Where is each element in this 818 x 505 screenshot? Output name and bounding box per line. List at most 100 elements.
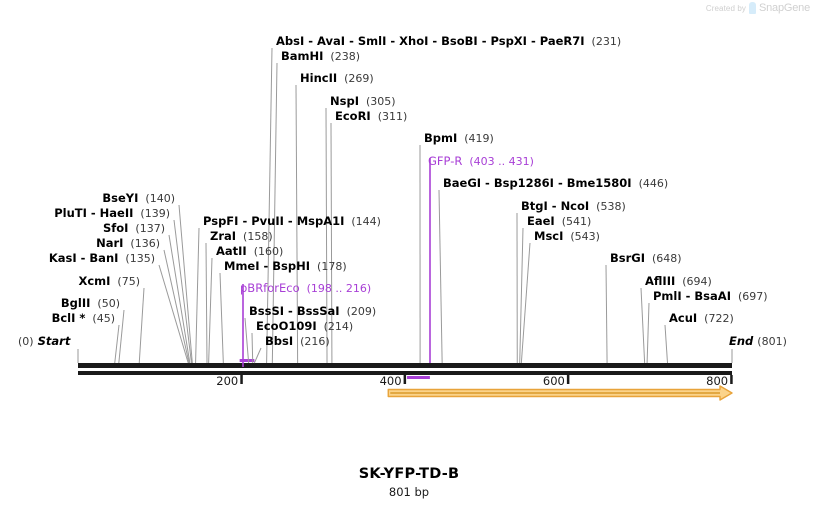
enzyme-name: PluTI <box>54 206 87 220</box>
enzyme-name-separator: - <box>238 214 252 228</box>
enzyme-leader-line <box>646 302 650 364</box>
enzyme-leader-line <box>205 242 208 364</box>
enzyme-leader-line <box>173 219 192 364</box>
enzyme-label: BtgI - NcoI (538) <box>521 200 626 213</box>
ruler-tick <box>566 375 570 384</box>
enzyme-position: (178) <box>310 260 347 273</box>
enzyme-leader-line <box>251 332 254 364</box>
enzyme-label: BamHI (238) <box>281 50 360 63</box>
gfpr-primer-mark <box>407 376 430 379</box>
enzyme-name: BamHI <box>281 49 324 63</box>
start-position: (0) <box>18 335 34 348</box>
enzyme-label: MmeI - BspHI (178) <box>224 260 347 273</box>
end-position: (801) <box>757 335 787 348</box>
sequence-bar-top <box>78 363 732 368</box>
enzyme-position: (238) <box>323 50 360 63</box>
enzyme-label: MscI (543) <box>534 230 600 243</box>
enzyme-position: (209) <box>339 305 377 318</box>
enzyme-name-separator: - <box>284 304 297 318</box>
enzyme-name: HincII <box>300 71 338 85</box>
enzyme-label: BpmI (419) <box>424 132 494 145</box>
enzyme-name-separator: - <box>345 34 358 48</box>
enzyme-name-separator: - <box>547 199 561 213</box>
enzyme-label: AcuI (722) <box>669 312 734 325</box>
enzyme-name-separator: - <box>553 176 567 190</box>
enzyme-label: BsrGI (648) <box>610 252 682 265</box>
enzyme-name: EcoO109I <box>256 319 317 333</box>
enzyme-label: BseYI (140) <box>102 192 175 205</box>
page-title: SK-YFP-TD-B <box>358 466 460 482</box>
enzyme-name: PvuII <box>251 214 284 228</box>
enzyme-name: PmlI <box>653 289 682 303</box>
enzyme-name: EcoRI <box>335 109 371 123</box>
enzyme-position: (140) <box>138 192 175 205</box>
sequence-bar-bottom <box>78 371 732 375</box>
enzyme-label: PluTI - HaeII (139) <box>54 207 170 220</box>
ruler-tick-label: 600 <box>542 374 565 388</box>
snapgene-watermark: Created by SnapGene <box>706 2 810 14</box>
enzyme-position: (697) <box>730 290 768 303</box>
enzyme-position: (214) <box>316 320 354 333</box>
enzyme-leader-line <box>664 324 668 364</box>
sequence-title-block: SK-YFP-TD-B 801 bp <box>0 466 818 499</box>
enzyme-label: SfoI (137) <box>103 222 165 235</box>
enzyme-position: (538) <box>589 200 626 213</box>
enzyme-name: BspHI <box>272 259 311 273</box>
enzyme-name: AcuI <box>669 311 698 325</box>
enzyme-position: (137) <box>128 222 165 235</box>
enzyme-name: NcoI <box>560 199 590 213</box>
enzyme-leader-line <box>330 122 333 364</box>
enzyme-label: HincII (269) <box>300 72 374 85</box>
enzyme-name: NarI <box>96 236 124 250</box>
start-label: (0) Start <box>18 335 70 348</box>
enzyme-name: AatII <box>216 244 247 258</box>
enzyme-name: MspA1I <box>296 214 345 228</box>
enzyme-name: BpmI <box>424 131 458 145</box>
enzyme-name-separator: - <box>283 214 297 228</box>
enzyme-name: ZraI <box>210 229 237 243</box>
enzyme-position: (160) <box>246 245 284 258</box>
end-label: End (801) <box>729 335 787 348</box>
feature-range: (403 .. 431) <box>462 155 534 168</box>
feature-label: GFP-R (403 .. 431) <box>428 155 534 168</box>
enzyme-leader-line <box>208 257 213 364</box>
enzyme-position: (722) <box>697 312 734 325</box>
enzyme-name: AflIII <box>645 274 676 288</box>
enzyme-label: BaeGI - Bsp1286I - Bme1580I (446) <box>443 177 668 190</box>
enzyme-position: (311) <box>370 110 408 123</box>
ruler-tick-label: 800 <box>706 374 729 388</box>
cds-feature-arrow <box>387 385 733 401</box>
enzyme-name: AbsI <box>276 34 305 48</box>
enzyme-leader-line <box>178 204 193 364</box>
feature-label: pBRforEco (198 .. 216) <box>240 282 371 295</box>
end-text: End <box>729 334 754 348</box>
enzyme-label: NspI (305) <box>330 95 396 108</box>
watermark-brand: SnapGene <box>759 2 810 14</box>
enzyme-position: (305) <box>358 95 396 108</box>
enzyme-position: (543) <box>563 230 600 243</box>
ruler-tick <box>403 375 407 384</box>
enzyme-name: EaeI <box>527 214 555 228</box>
enzyme-label: AbsI - AvaI - SmlI - XhoI - BsoBI - PspX… <box>276 35 621 48</box>
enzyme-label: AatII (160) <box>216 245 283 258</box>
enzyme-label: EcoO109I (214) <box>256 320 353 333</box>
enzyme-label: KasI - BanI (135) <box>49 252 155 265</box>
enzyme-position: (648) <box>645 252 682 265</box>
enzyme-leader-line <box>438 189 443 364</box>
enzyme-position: (231) <box>584 35 622 48</box>
enzyme-name: BtgI <box>521 199 548 213</box>
watermark-created-by: Created by <box>705 3 746 13</box>
enzyme-label: BglII (50) <box>61 297 120 310</box>
enzyme-name-separator: - <box>477 34 491 48</box>
enzyme-position: (45) <box>85 312 115 325</box>
enzyme-name-separator: - <box>259 259 273 273</box>
enzyme-name: MscI <box>534 229 564 243</box>
enzyme-name-separator: - <box>304 34 318 48</box>
enzyme-name-separator: - <box>681 289 695 303</box>
enzyme-leader-line <box>118 309 125 364</box>
enzyme-name: HaeII <box>99 206 134 220</box>
enzyme-name: BsoBI <box>441 34 478 48</box>
enzyme-label: ZraI (158) <box>210 230 273 243</box>
enzyme-name: BanI <box>89 251 119 265</box>
